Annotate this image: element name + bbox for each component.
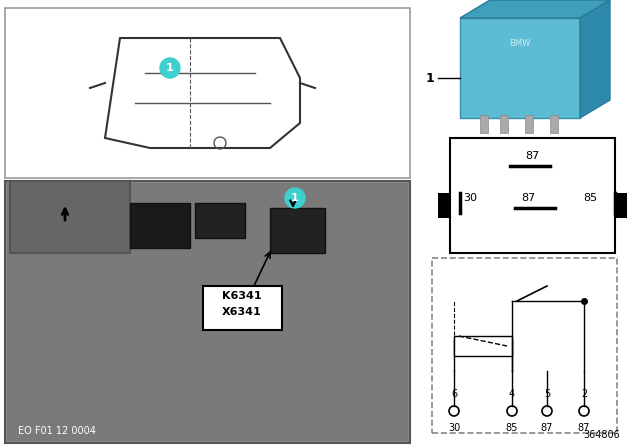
Bar	[270, 208, 325, 253]
Bar	[195, 203, 245, 238]
Text: 5: 5	[544, 389, 550, 399]
Text: EO F01 12 0004: EO F01 12 0004	[18, 426, 96, 436]
FancyBboxPatch shape	[460, 18, 580, 118]
Bar	[500, 115, 508, 133]
Bar	[450, 138, 615, 253]
Text: BMW: BMW	[509, 39, 531, 47]
Bar	[432, 258, 617, 433]
Text: 87: 87	[578, 423, 590, 433]
Bar	[5, 181, 410, 443]
Text: 2: 2	[581, 389, 587, 399]
FancyBboxPatch shape	[203, 286, 282, 330]
Text: 4: 4	[509, 389, 515, 399]
Bar	[438, 193, 450, 218]
Bar	[480, 115, 488, 133]
Bar	[5, 8, 410, 178]
Text: 87: 87	[521, 193, 535, 203]
Text: 1: 1	[291, 193, 299, 203]
Text: 364806: 364806	[583, 430, 620, 440]
Bar	[130, 203, 190, 248]
Bar	[615, 193, 627, 218]
Text: 1: 1	[166, 63, 174, 73]
Bar	[454, 336, 512, 356]
Text: K6341: K6341	[222, 291, 262, 301]
Text: 30: 30	[463, 193, 477, 203]
Bar	[7, 183, 408, 441]
Text: 1: 1	[426, 72, 435, 85]
Polygon shape	[580, 0, 610, 118]
Bar	[10, 181, 130, 253]
Text: 87: 87	[525, 151, 540, 161]
Text: 6: 6	[451, 389, 457, 399]
Text: 30: 30	[448, 423, 460, 433]
Circle shape	[285, 188, 305, 208]
Circle shape	[160, 58, 180, 78]
Text: 85: 85	[583, 193, 597, 203]
Bar	[525, 115, 533, 133]
Text: X6341: X6341	[222, 307, 262, 317]
Bar	[550, 115, 558, 133]
Text: 87: 87	[541, 423, 553, 433]
Polygon shape	[460, 0, 610, 18]
Text: 85: 85	[506, 423, 518, 433]
